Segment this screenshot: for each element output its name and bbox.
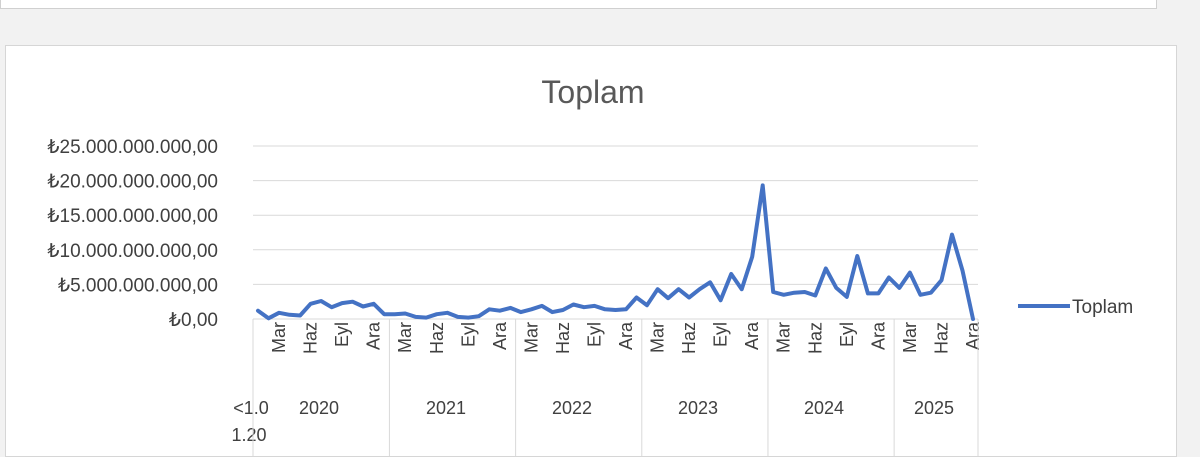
x-month-label: Haz: [805, 322, 825, 354]
x-month-label: Eyl: [458, 322, 478, 347]
x-month-label: Eyl: [837, 322, 857, 347]
line-chart: Toplam ₺0,00 ₺5.000.000.000,00 ₺10.000.000…: [47, 74, 1133, 456]
series-group: [256, 183, 975, 321]
x-month-label: Mar: [395, 322, 415, 353]
y-tick-label: ₺25.000.000.000,00: [47, 137, 218, 158]
legend: Toplam: [1018, 297, 1133, 318]
x-month-label: Ara: [868, 321, 888, 350]
top-panel: [0, 0, 1157, 9]
x-month-label: Haz: [427, 322, 447, 354]
x-month-label: Ara: [742, 321, 762, 350]
x-month-label: Mar: [774, 322, 794, 353]
x-year-label: 2020: [299, 398, 339, 418]
y-tick-label: ₺5.000.000.000,00: [58, 275, 218, 296]
x-year-label: 2024: [804, 398, 844, 418]
x-first-category-label: <1.0 1.20: [231, 398, 268, 445]
x-axis: <1.0 1.20 Mar Haz Eyl Ara 2020 Mar Haz Eyl Ara 2021…: [231, 319, 983, 456]
series-line-toplam: [256, 183, 975, 321]
x-month-label: Ara: [616, 321, 636, 350]
x-month-label: Ara: [364, 321, 384, 350]
x-month-label: Haz: [553, 322, 573, 354]
x-month-label: Ara: [963, 321, 983, 350]
x-year-label: 2022: [552, 398, 592, 418]
x-month-label: Eyl: [711, 322, 731, 347]
y-axis-ticks: ₺0,00 ₺5.000.000.000,00 ₺10.000.000.000,00…: [47, 137, 218, 331]
x-month-label: Ara: [490, 321, 510, 350]
x-month-label: Mar: [900, 322, 920, 353]
chart-title: Toplam: [541, 74, 644, 110]
y-tick-label: ₺20.000.000.000,00: [47, 172, 218, 193]
y-tick-label: ₺15.000.000.000,00: [47, 206, 218, 227]
x-year-label: 2023: [678, 398, 718, 418]
x-year-label: 2021: [426, 398, 466, 418]
x-month-label: Haz: [931, 322, 951, 354]
chart-panel: Toplam ₺0,00 ₺5.000.000.000,00 ₺10.000.000…: [5, 45, 1177, 457]
x-month-label: Haz: [679, 322, 699, 354]
x-month-label: Mar: [269, 322, 289, 353]
x-month-label: Mar: [521, 322, 541, 353]
x-month-label: Eyl: [584, 322, 604, 347]
y-tick-label: ₺0,00: [169, 310, 218, 331]
x-month-label: Mar: [648, 322, 668, 353]
legend-label: Toplam: [1072, 297, 1133, 318]
x-year-label: 2025: [914, 398, 954, 418]
grid-lines: [253, 145, 978, 320]
y-tick-label: ₺10.000.000.000,00: [47, 241, 218, 262]
x-month-label: Eyl: [332, 322, 352, 347]
x-month-label: Haz: [301, 322, 321, 354]
